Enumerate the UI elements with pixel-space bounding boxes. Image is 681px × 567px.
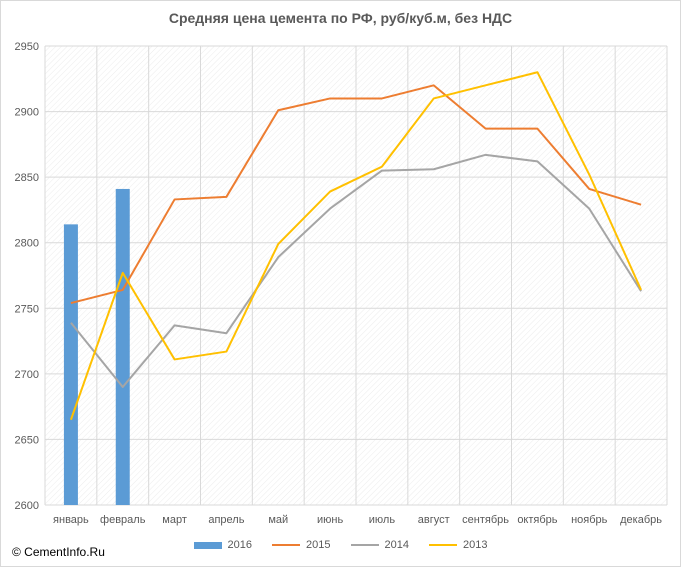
y-tick-label: 2600 [15, 500, 39, 512]
legend-item-2014: 2014 [350, 539, 409, 551]
legend-label: 2013 [462, 539, 488, 551]
legend-label: 2015 [306, 539, 331, 551]
x-tick-label: сентябрь [462, 514, 509, 526]
line-2015 [70, 84, 642, 305]
legend-label: 2014 [384, 539, 409, 551]
x-tick-label: май [268, 514, 288, 526]
chart-title: Средняя цена цемента по РФ, руб/куб.м, б… [168, 10, 513, 26]
copyright-text: © CementInfo.Ru [12, 545, 105, 559]
legend-swatch [272, 544, 301, 546]
x-tick-label: декабрь [620, 514, 662, 526]
x-tick-label: апрель [208, 514, 244, 526]
x-tick-label: март [162, 514, 187, 526]
y-tick-label: 2850 [15, 172, 39, 184]
x-tick-label: август [418, 514, 450, 526]
chart-legend: 2016 2015 2014 2013 [0, 539, 681, 551]
bar-2016 [63, 224, 78, 505]
y-tick-label: 2650 [15, 434, 39, 446]
y-tick-label: 2750 [15, 303, 39, 315]
x-tick-label: октябрь [517, 514, 557, 526]
legend-swatch [193, 541, 222, 549]
legend-swatch [428, 544, 457, 546]
legend-item-2016: 2016 [193, 539, 253, 551]
x-tick-label: июль [369, 514, 396, 526]
y-tick-label: 2800 [15, 238, 39, 250]
y-tick-label: 2950 [15, 41, 39, 53]
x-tick-label: июнь [317, 514, 343, 526]
bar-2016 [115, 188, 130, 505]
y-tick-label: 2900 [15, 107, 39, 119]
line-2013 [69, 71, 642, 421]
x-tick-label: ноябрь [571, 514, 608, 526]
line-2014 [70, 153, 642, 388]
legend-item-2015: 2015 [272, 539, 331, 551]
legend-item-2013: 2013 [428, 539, 488, 551]
y-tick-label: 2700 [15, 369, 39, 381]
x-tick-label: январь [53, 514, 89, 526]
x-tick-label: февраль [100, 514, 146, 526]
legend-label: 2016 [227, 539, 253, 551]
legend-swatch [350, 544, 379, 546]
